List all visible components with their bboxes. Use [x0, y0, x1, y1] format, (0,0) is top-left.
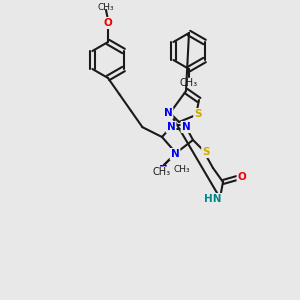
Text: CH₃: CH₃: [174, 166, 190, 175]
Text: N: N: [182, 122, 190, 132]
Text: CH₃: CH₃: [98, 2, 114, 11]
Text: CH₃: CH₃: [180, 78, 198, 88]
Text: S: S: [194, 109, 202, 119]
Text: N: N: [167, 122, 176, 132]
Text: N: N: [164, 108, 172, 118]
Text: HN: HN: [204, 194, 222, 204]
Text: S: S: [202, 147, 210, 157]
Text: N: N: [159, 165, 167, 175]
Text: O: O: [103, 18, 112, 28]
Text: CH₃: CH₃: [153, 167, 171, 177]
Text: N: N: [171, 149, 179, 159]
Text: O: O: [238, 172, 246, 182]
